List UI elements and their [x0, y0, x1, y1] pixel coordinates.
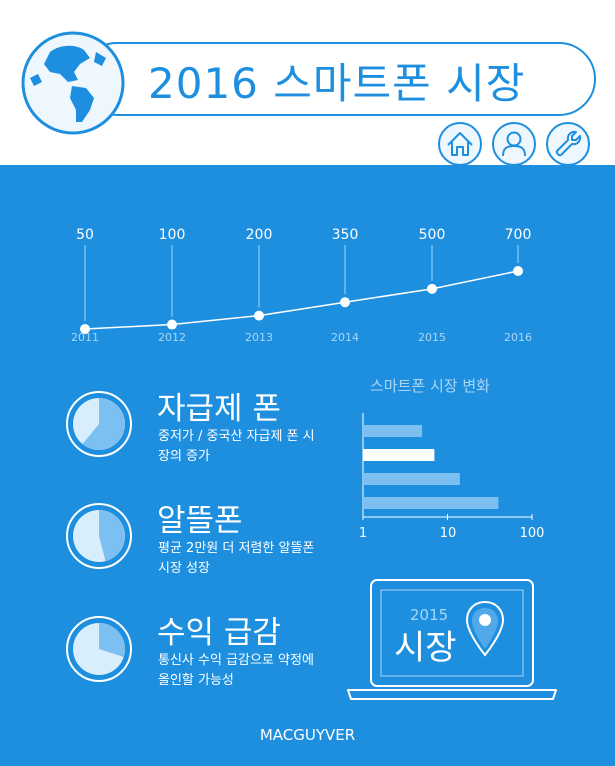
header: 2016 스마트폰 시장	[0, 0, 615, 167]
pie-ring	[66, 503, 132, 569]
page-title: 2016 스마트폰 시장	[148, 59, 526, 108]
data-label: 350	[331, 227, 359, 243]
laptop-year: 2015	[410, 606, 449, 624]
globe-icon	[21, 31, 125, 135]
brand-footer: MACGUYVER	[259, 726, 356, 744]
data-label: 50	[76, 227, 94, 243]
home-icon[interactable]	[437, 121, 483, 167]
pie-ring	[66, 391, 132, 457]
pie-ring	[66, 616, 132, 682]
x-tick-label: 2011	[71, 331, 99, 344]
feature-desc: 통신사 수익 급감으로 약정에 올인할 가능성	[158, 653, 314, 688]
location-pin-icon	[465, 600, 505, 657]
pie-icon	[66, 503, 132, 569]
bar-chart-title: 스마트폰 시장 변화	[370, 377, 490, 395]
data-point	[427, 283, 437, 294]
feature-title: 수익 급감	[157, 615, 281, 651]
x-tick-label: 2016	[504, 331, 532, 344]
feature-title: 자급제 폰	[157, 391, 281, 427]
x-tick-label: 2013	[245, 331, 273, 344]
feature-desc: 중저가 / 중국산 자급제 폰 시장의 증가	[158, 429, 315, 464]
pie-icon	[66, 616, 132, 682]
series-line	[84, 270, 519, 330]
data-label: 700	[504, 227, 532, 243]
pie-icon	[66, 391, 132, 457]
x-tick-label: 100	[519, 526, 545, 541]
data-point	[80, 324, 90, 334]
data-point	[167, 319, 177, 330]
x-tick-label: 2015	[418, 331, 446, 344]
x-tick-label: 2014	[331, 331, 359, 344]
data-point	[340, 297, 350, 308]
x-tick-label: 1	[358, 526, 368, 541]
x-tick-label: 10	[439, 526, 457, 541]
bar	[363, 497, 499, 509]
feature-title: 알뜰폰	[157, 503, 243, 539]
bar	[363, 425, 423, 437]
pie-slice	[82, 398, 126, 450]
pie-slice	[99, 623, 126, 658]
bar	[363, 473, 460, 485]
pie-slice	[99, 510, 125, 562]
feature-desc: 평균 2만원 더 저렴한 알뜰폰 시장 성장	[158, 541, 315, 576]
x-tick-label: 2012	[158, 331, 186, 344]
laptop-label: 시장	[394, 628, 457, 668]
data-label: 500	[418, 227, 446, 243]
data-label: 200	[245, 227, 273, 243]
data-label: 100	[158, 227, 186, 243]
bar	[363, 449, 435, 461]
data-point	[254, 310, 264, 321]
data-point	[513, 266, 523, 276]
